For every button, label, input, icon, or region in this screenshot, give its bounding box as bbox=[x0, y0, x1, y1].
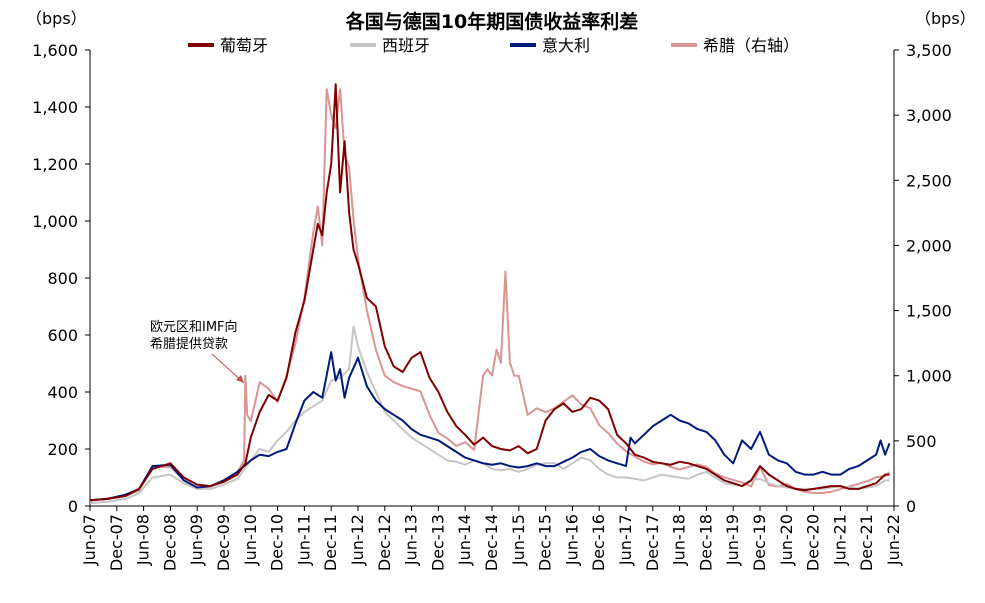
x-tick-label: Jun-11 bbox=[294, 514, 313, 566]
series-line-0 bbox=[89, 83, 890, 502]
right-tick-label: 1,000 bbox=[906, 367, 952, 386]
left-tick-label: 200 bbox=[47, 440, 78, 459]
x-tick-label: Jun-08 bbox=[134, 514, 153, 566]
x-axis-ticks: Jun-07 Dec-07 Jun-08 Dec-08 Jun-09 Dec-09 Jun-… bbox=[80, 506, 903, 571]
x-tick-label: Jun-12 bbox=[348, 514, 367, 566]
x-tick-label: Dec-15 bbox=[536, 514, 555, 571]
right-axis-unit: （bps） bbox=[915, 9, 976, 28]
x-tick-label: Jun-13 bbox=[402, 514, 421, 566]
x-tick-label: Jun-16 bbox=[562, 514, 581, 566]
chart-title: 各国与德国10年期国债收益率利差 bbox=[345, 10, 638, 33]
x-tick-label: Jun-07 bbox=[80, 514, 99, 566]
x-tick-label: Dec-17 bbox=[643, 514, 662, 571]
right-tick-label: 3,000 bbox=[906, 106, 952, 125]
right-tick-label: 1,500 bbox=[906, 302, 952, 321]
legend-label: 意大利 bbox=[542, 36, 590, 55]
x-tick-label: Dec-16 bbox=[589, 514, 608, 571]
annotation-arrowhead bbox=[236, 375, 244, 383]
legend-label: 西班牙 bbox=[382, 36, 430, 55]
x-tick-label: Dec-08 bbox=[160, 514, 179, 571]
left-tick-label: 1,400 bbox=[32, 98, 78, 117]
x-tick-label: Dec-18 bbox=[696, 514, 715, 571]
x-tick-label: Jun-22 bbox=[884, 514, 903, 566]
left-tick-label: 800 bbox=[47, 269, 78, 288]
x-tick-label: Dec-07 bbox=[107, 514, 126, 571]
x-tick-label: Jun-19 bbox=[723, 514, 742, 566]
x-tick-label: Dec-20 bbox=[804, 514, 823, 571]
x-tick-label: Jun-18 bbox=[670, 514, 689, 566]
left-tick-label: 400 bbox=[47, 383, 78, 402]
series-line-3 bbox=[89, 88, 891, 502]
annotation: 欧元区和IMF向 希腊提供贷款 bbox=[150, 319, 245, 384]
x-tick-label: Dec-21 bbox=[857, 514, 876, 571]
left-axis-ticks: 0 200 400 600 800 1,000 1,200 1,400 1,600 bbox=[32, 41, 90, 516]
axes bbox=[89, 50, 895, 507]
x-tick-label: Dec-09 bbox=[214, 514, 233, 571]
left-tick-label: 1,600 bbox=[32, 41, 78, 60]
x-tick-label: Jun-09 bbox=[187, 514, 206, 566]
legend: 葡萄牙 西班牙 意大利 希腊（右轴） bbox=[188, 36, 799, 55]
right-tick-label: 2,000 bbox=[906, 236, 952, 255]
x-tick-label: Dec-19 bbox=[750, 514, 769, 571]
x-tick-label: Jun-21 bbox=[830, 514, 849, 566]
left-tick-label: 600 bbox=[47, 326, 78, 345]
right-tick-label: 500 bbox=[906, 432, 937, 451]
left-tick-label: 1,200 bbox=[32, 155, 78, 174]
right-tick-label: 2,500 bbox=[906, 171, 952, 190]
left-tick-label: 1,000 bbox=[32, 212, 78, 231]
x-tick-label: Dec-13 bbox=[428, 514, 447, 571]
x-tick-label: Jun-15 bbox=[509, 514, 528, 566]
x-tick-label: Jun-14 bbox=[455, 514, 474, 566]
legend-label: 希腊（右轴） bbox=[703, 36, 799, 55]
annotation-line-1: 欧元区和IMF向 bbox=[150, 319, 238, 335]
right-tick-label: 0 bbox=[906, 497, 916, 516]
x-tick-label: Dec-11 bbox=[321, 514, 340, 571]
series-layer bbox=[89, 83, 891, 505]
x-tick-label: Dec-14 bbox=[482, 514, 501, 571]
right-tick-label: 3,500 bbox=[906, 41, 952, 60]
legend-label: 葡萄牙 bbox=[220, 36, 268, 55]
x-tick-label: Dec-12 bbox=[375, 514, 394, 571]
series-line-1 bbox=[89, 325, 890, 505]
annotation-line-2: 希腊提供贷款 bbox=[150, 336, 228, 352]
left-tick-label: 0 bbox=[68, 497, 78, 516]
x-tick-label: Jun-10 bbox=[241, 514, 260, 566]
x-tick-label: Dec-10 bbox=[268, 514, 287, 571]
right-axis-ticks: 0 500 1,000 1,500 2,000 2,500 3,000 3,500 bbox=[894, 41, 952, 516]
series-line-2 bbox=[89, 351, 891, 502]
x-tick-label: Jun-20 bbox=[777, 514, 796, 566]
x-tick-label: Jun-17 bbox=[616, 514, 635, 566]
left-axis-unit: （bps） bbox=[26, 9, 87, 28]
